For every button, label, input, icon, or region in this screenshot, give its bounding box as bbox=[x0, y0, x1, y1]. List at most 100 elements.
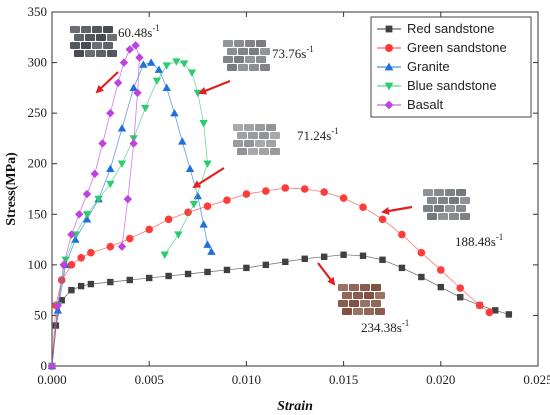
y-axis: 0 50 100 150 200 250 300 350 bbox=[28, 4, 538, 373]
data-point-basalt bbox=[53, 301, 63, 310]
data-point-basalt bbox=[117, 242, 127, 251]
legend-marker-basalt bbox=[384, 100, 394, 110]
data-point-basalt bbox=[135, 53, 144, 62]
data-point-granite bbox=[53, 306, 63, 314]
x-tick-label: 0.005 bbox=[135, 372, 164, 387]
data-point-green-sandstone bbox=[281, 184, 290, 192]
data-point-red-sandstone bbox=[146, 274, 153, 282]
data-point-blue-sandstone bbox=[203, 160, 212, 168]
data-point-basalt bbox=[59, 260, 68, 270]
data-point-basalt bbox=[90, 169, 99, 179]
strain-rate-label: 73.76s-1 bbox=[272, 44, 314, 61]
data-point-blue-sandstone bbox=[172, 58, 181, 66]
data-point-green-sandstone bbox=[417, 248, 426, 257]
annotation-arrow bbox=[192, 167, 225, 189]
data-point-green-sandstone bbox=[320, 188, 328, 196]
data-point-granite bbox=[117, 124, 127, 132]
data-point-red-sandstone bbox=[457, 294, 464, 301]
x-tick-label: 0.010 bbox=[232, 372, 261, 387]
data-point-basalt bbox=[47, 361, 57, 371]
data-point-green-sandstone bbox=[485, 308, 494, 317]
legend-entry-granite: Granite bbox=[377, 59, 450, 74]
data-point-blue-sandstone bbox=[106, 180, 115, 189]
data-point-basalt bbox=[129, 139, 138, 148]
y-tick-label: 250 bbox=[28, 105, 48, 120]
data-point-blue-sandstone bbox=[82, 211, 92, 219]
legend-label: Green sandstone bbox=[407, 40, 507, 55]
data-point-green-sandstone bbox=[300, 185, 309, 193]
data-point-blue-sandstone bbox=[174, 231, 183, 239]
data-point-granite bbox=[178, 137, 187, 145]
series-basalt bbox=[47, 41, 144, 371]
fragment-images bbox=[70, 26, 470, 315]
annotation-arrow bbox=[381, 205, 413, 215]
series-line-red-sandstone bbox=[51, 254, 509, 367]
data-point-green-sandstone bbox=[164, 215, 173, 224]
series-green-sandstone bbox=[48, 184, 494, 370]
data-point-red-sandstone bbox=[492, 307, 499, 314]
data-point-basalt bbox=[75, 210, 84, 219]
strain-rate-labels: 60.48s-1 73.76s-1 71.24s-1 188.48s-1 234.38s… bbox=[118, 23, 503, 335]
data-point-red-sandstone bbox=[107, 278, 114, 286]
data-point-blue-sandstone bbox=[189, 200, 199, 209]
y-tick-label: 200 bbox=[28, 156, 48, 171]
legend-label: Red sandstone bbox=[407, 21, 494, 36]
series-granite bbox=[47, 58, 216, 370]
data-point-blue-sandstone bbox=[152, 77, 162, 85]
data-point-red-sandstone bbox=[437, 283, 444, 291]
x-axis-title: Strain bbox=[277, 399, 313, 414]
data-point-green-sandstone bbox=[359, 203, 367, 212]
data-point-blue-sandstone bbox=[179, 60, 189, 68]
strain-rate-label: 234.38s-1 bbox=[361, 318, 409, 335]
data-point-basalt bbox=[131, 41, 140, 50]
series-red-sandstone bbox=[48, 251, 513, 370]
data-point-red-sandstone bbox=[262, 261, 270, 269]
data-point-basalt bbox=[67, 230, 76, 239]
data-point-red-sandstone bbox=[184, 270, 192, 278]
data-point-green-sandstone bbox=[203, 202, 212, 210]
data-point-red-sandstone bbox=[87, 280, 95, 288]
data-point-red-sandstone bbox=[58, 297, 65, 304]
data-point-granite bbox=[154, 65, 164, 73]
data-point-green-sandstone bbox=[262, 187, 270, 195]
strain-rate-label: 188.48s-1 bbox=[455, 232, 503, 249]
x-tick-label: 0.020 bbox=[426, 372, 455, 387]
data-point-red-sandstone bbox=[418, 273, 425, 281]
data-point-green-sandstone bbox=[339, 194, 348, 202]
legend-marker-red-sandstone bbox=[385, 25, 393, 33]
annotation-arrow bbox=[95, 71, 119, 94]
data-point-granite bbox=[106, 164, 115, 172]
data-point-granite bbox=[139, 60, 148, 68]
data-point-granite bbox=[170, 108, 179, 117]
data-point-blue-sandstone bbox=[162, 62, 171, 70]
data-point-granite bbox=[162, 83, 171, 92]
data-point-red-sandstone bbox=[68, 286, 75, 294]
data-point-green-sandstone bbox=[437, 266, 445, 274]
y-tick-label: 100 bbox=[28, 257, 48, 272]
data-point-red-sandstone bbox=[301, 255, 308, 262]
data-point-granite bbox=[203, 240, 212, 248]
data-point-red-sandstone bbox=[165, 272, 172, 280]
data-point-green-sandstone bbox=[145, 225, 153, 234]
data-point-red-sandstone bbox=[359, 252, 367, 259]
data-point-basalt bbox=[119, 58, 129, 67]
green-sandstone-fragments-icon bbox=[423, 189, 470, 220]
legend-label: Basalt bbox=[407, 97, 444, 112]
data-point-red-sandstone bbox=[243, 264, 250, 272]
data-point-red-sandstone bbox=[282, 258, 289, 266]
data-point-basalt bbox=[106, 108, 115, 118]
data-point-blue-sandstone bbox=[117, 160, 127, 168]
data-point-green-sandstone bbox=[87, 248, 95, 257]
data-point-basalt bbox=[125, 45, 134, 54]
x-axis: 0.000 0.005 0.010 0.015 0.020 0.025 bbox=[37, 12, 550, 387]
data-point-red-sandstone bbox=[379, 256, 386, 263]
y-tick-label: 300 bbox=[28, 55, 48, 70]
series-line-granite bbox=[51, 62, 212, 367]
data-point-blue-sandstone bbox=[160, 251, 169, 259]
data-point-granite bbox=[129, 83, 138, 92]
legend-marker-green-sandstone bbox=[385, 44, 393, 52]
legend-entry-blue-sandstone: Blue sandstone bbox=[377, 78, 497, 93]
data-point-granite bbox=[185, 164, 195, 172]
data-point-blue-sandstone bbox=[187, 69, 197, 77]
data-point-granite bbox=[82, 215, 92, 223]
